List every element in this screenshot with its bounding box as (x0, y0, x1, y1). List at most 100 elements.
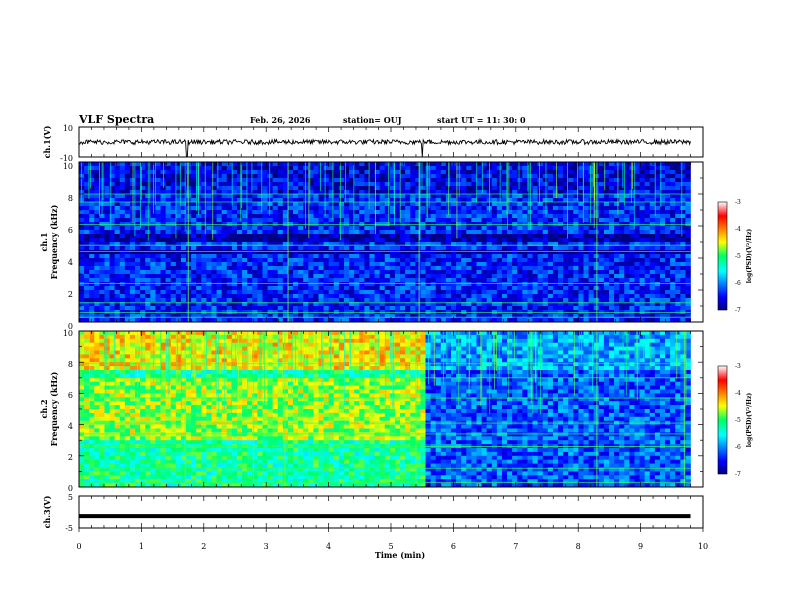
spectrogram-cell (206, 194, 212, 199)
spectrogram-cell (308, 226, 314, 231)
spectrogram-cell (160, 194, 166, 199)
spectrogram-cell (451, 302, 457, 307)
spectrogram-cell (343, 198, 350, 203)
spectrogram-cell (649, 266, 656, 271)
spectrogram-cell (155, 190, 161, 195)
spectrogram-cell (440, 262, 447, 267)
spectrogram-cell (206, 302, 212, 307)
spectrogram-cell (665, 306, 671, 311)
spectrogram-cell (659, 306, 666, 311)
spectrogram-cell (231, 226, 238, 231)
spectrogram-cell (170, 318, 177, 323)
spectrogram-cell (313, 290, 319, 295)
spectrogram-cell (272, 166, 279, 171)
spectrogram-cell (644, 314, 651, 319)
spectrogram-cell (140, 162, 146, 167)
spectrogram-cell (563, 194, 569, 199)
spectrogram-cell (79, 318, 85, 323)
spectrogram-cell (369, 318, 375, 323)
spectrogram-cell (180, 194, 187, 199)
spectrogram-cell (425, 214, 431, 219)
spectrogram-cell (644, 246, 651, 251)
spectrogram-cell (675, 290, 681, 295)
spectrogram-cell (405, 286, 411, 291)
spectrogram-cell (231, 210, 238, 215)
spectrogram-cell (593, 314, 600, 319)
spectrogram-cell (542, 194, 549, 199)
spectrogram-cell (333, 306, 340, 311)
spectrogram-cell (629, 230, 635, 235)
spectrogram-cell (379, 162, 386, 167)
spectrogram-cell (410, 270, 416, 275)
spectrogram-cell (140, 266, 146, 271)
spectrogram-cell (79, 479, 85, 484)
spectrogram-cell (104, 314, 110, 319)
spectrogram-cell (665, 190, 671, 195)
spectrogram-cell (384, 226, 391, 231)
spectrogram-cell (267, 238, 273, 243)
spectrogram-cell (435, 246, 442, 251)
spectrogram-cell (196, 238, 202, 243)
spectrogram-cell (619, 290, 625, 295)
spectrogram-cell (191, 318, 197, 323)
spectrogram-cell (257, 186, 263, 191)
spectrogram-cell (114, 302, 121, 307)
spectrogram-cell (165, 174, 172, 179)
spectrogram-cell (282, 162, 289, 167)
spectrogram-cell (537, 226, 544, 231)
spectrogram-cell (537, 250, 544, 255)
spectrogram-cell (180, 298, 187, 303)
spectrogram-cell (665, 286, 671, 291)
spectrogram-cell (659, 286, 666, 291)
spectrogram-cell (583, 162, 589, 167)
spectrogram-cell (614, 314, 620, 319)
spectrogram-cell (79, 206, 85, 211)
spectrogram-cell (593, 270, 600, 275)
spectrogram-cell (384, 282, 391, 287)
spectrogram-cell (659, 174, 666, 179)
spectrogram-cell (405, 250, 411, 255)
spectrogram-cell (140, 258, 146, 263)
spectrogram-cell (293, 258, 299, 263)
spectrogram-cell (456, 174, 462, 179)
spectrogram-cell (114, 270, 121, 275)
spectrogram-cell (201, 246, 207, 251)
spectrogram-cell (84, 294, 90, 299)
spectrogram-cell (354, 162, 360, 167)
spectrogram-cell (298, 242, 304, 247)
spectrogram-cell (124, 290, 131, 295)
spectrogram-cell (247, 174, 253, 179)
spectrogram-cell (247, 286, 253, 291)
spectrogram-cell (323, 218, 330, 223)
spectrogram-cell (359, 274, 365, 279)
spectrogram-cell (257, 194, 263, 199)
spectrogram-cell (338, 302, 345, 307)
spectrogram-cell (384, 230, 391, 235)
spectrogram-cell (629, 226, 635, 231)
spectrogram-cell (680, 274, 686, 279)
spectrogram-cell (349, 282, 355, 287)
spectrogram-cell (522, 298, 528, 303)
spectrogram-cell (415, 254, 421, 259)
spectrogram-cell (563, 166, 569, 171)
spectrogram-cell (379, 206, 386, 211)
spectrogram-cell (578, 166, 584, 171)
spectrogram-cell (461, 190, 467, 195)
spectrogram-cell (114, 210, 121, 215)
spectrogram-cell (201, 238, 207, 243)
spectrogram-cell (247, 318, 253, 323)
spectrogram-cell (221, 238, 228, 243)
spectrogram-cell (547, 254, 554, 259)
spectrogram-cell (267, 166, 273, 171)
spectrogram-cell (486, 214, 493, 219)
spectrogram-cell (491, 314, 498, 319)
spectrogram-cell (252, 278, 258, 283)
spectrogram-cell (639, 214, 645, 219)
spectrogram-cell (430, 162, 437, 167)
spectrogram-cell (206, 182, 212, 187)
spectrogram-cell (471, 162, 477, 167)
spectrogram-cell (343, 246, 350, 251)
spectrogram-cell (389, 266, 396, 271)
spectrogram-cell (507, 294, 513, 299)
spectrogram-cell (512, 186, 518, 191)
